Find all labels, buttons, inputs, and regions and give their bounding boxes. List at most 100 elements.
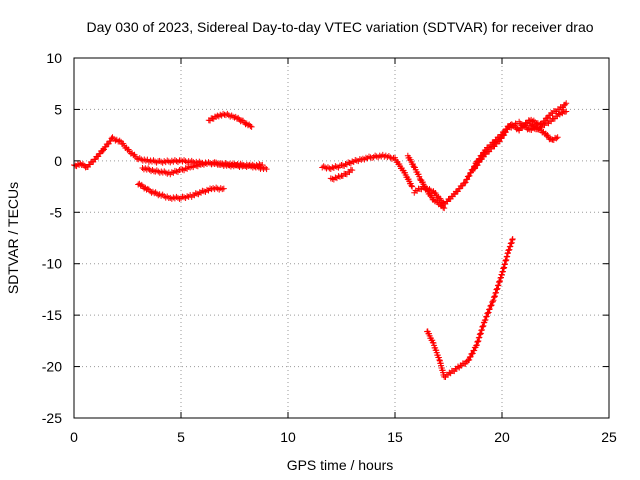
data-point [474, 338, 481, 345]
data-point [494, 285, 501, 292]
data-point [425, 187, 432, 194]
chart-title: Day 030 of 2023, Sidereal Day-to-day VTE… [86, 19, 593, 35]
data-point [469, 350, 476, 357]
series-segment-2 [135, 180, 227, 202]
data-point [467, 353, 474, 360]
x-tick-label: 25 [601, 429, 617, 445]
data-point [461, 180, 468, 187]
data-point [256, 161, 263, 168]
x-tick-label: 20 [494, 429, 510, 445]
y-tick-label: -15 [42, 307, 62, 323]
x-tick-label: 10 [280, 429, 296, 445]
series-segment-0 [71, 134, 270, 173]
data-point [471, 347, 478, 354]
data-point [482, 316, 489, 323]
data-point [466, 172, 473, 179]
data-point [248, 123, 255, 130]
series-segment-10 [516, 108, 570, 134]
y-tick-label: 5 [54, 101, 62, 117]
data-point [431, 198, 438, 205]
data-point [440, 204, 447, 211]
data-point [224, 110, 231, 117]
y-tick-label: 0 [54, 153, 62, 169]
data-point [74, 161, 81, 168]
data-point [473, 342, 480, 349]
data-point [497, 275, 504, 282]
data-point [467, 169, 474, 176]
data-point [525, 125, 532, 132]
data-point [151, 190, 158, 197]
data-points [71, 100, 570, 381]
data-point [493, 286, 500, 293]
data-point [353, 157, 360, 164]
x-axis-label: GPS time / hours [287, 457, 394, 473]
data-point [329, 175, 336, 182]
series-segment-1 [139, 159, 266, 178]
data-point [247, 123, 254, 130]
data-point [553, 135, 560, 142]
data-point [259, 161, 266, 168]
plot-frame [73, 57, 610, 419]
data-point [408, 182, 415, 189]
data-point [462, 179, 469, 186]
data-point [475, 337, 482, 344]
data-point [133, 155, 140, 162]
data-point [490, 294, 497, 301]
data-point [475, 334, 482, 341]
data-point [490, 297, 497, 304]
y-axis-label: SDTVAR / TECUs [5, 182, 21, 294]
data-point [495, 279, 502, 286]
series-segment-5 [327, 166, 356, 183]
data-point [466, 356, 473, 363]
data-point [200, 188, 207, 195]
data-point [436, 356, 443, 363]
data-point [486, 306, 493, 313]
data-point [100, 147, 107, 154]
grid-lines [74, 58, 609, 418]
y-tick-label: -20 [42, 359, 62, 375]
data-point [336, 173, 343, 180]
x-tick-label: 5 [177, 429, 185, 445]
data-point [497, 274, 504, 281]
data-point [263, 166, 270, 173]
data-point [558, 109, 565, 116]
data-point [495, 282, 502, 289]
data-point [479, 323, 486, 330]
data-point [145, 165, 152, 172]
data-point [563, 108, 570, 115]
x-axis-ticks: 0 5 10 15 20 25 [70, 58, 617, 445]
series-segment-11 [526, 120, 561, 144]
data-point [483, 313, 490, 320]
data-point [473, 341, 480, 348]
series-segment-4 [319, 151, 416, 190]
data-point [491, 293, 498, 300]
data-point [410, 163, 417, 170]
data-point [173, 158, 180, 165]
series-segment-8 [471, 120, 520, 172]
data-point [491, 293, 498, 300]
data-point [509, 236, 516, 243]
data-point [262, 164, 269, 171]
x-tick-label: 15 [387, 429, 403, 445]
data-point [479, 323, 486, 330]
data-point [563, 100, 570, 107]
data-point [492, 290, 499, 297]
data-point [494, 282, 501, 289]
data-point [78, 162, 85, 169]
series-segment-3 [205, 110, 255, 130]
data-point [116, 137, 123, 144]
y-tick-label: 10 [46, 50, 62, 66]
x-tick-label: 0 [70, 429, 78, 445]
data-point [554, 134, 561, 141]
data-point [476, 331, 483, 338]
y-tick-label: -25 [42, 410, 62, 426]
data-point [72, 162, 79, 169]
data-point [349, 167, 356, 174]
y-axis-ticks: -25 -20 -15 -10 -5 0 5 10 [42, 50, 609, 426]
data-point [327, 175, 334, 182]
data-point [492, 289, 499, 296]
data-point [416, 176, 423, 182]
data-point [478, 327, 485, 334]
data-point [477, 330, 484, 337]
